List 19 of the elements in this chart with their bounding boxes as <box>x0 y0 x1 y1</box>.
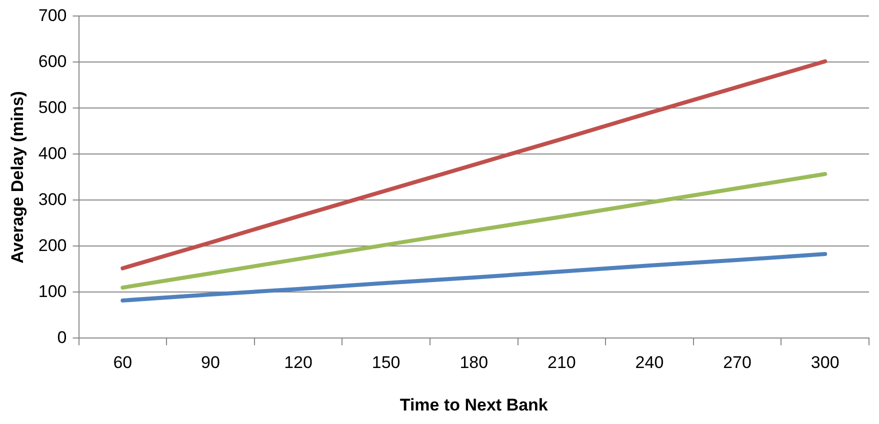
y-tick-label: 400 <box>38 144 67 163</box>
x-axis-title: Time to Next Bank <box>400 395 548 414</box>
x-tick-label: 60 <box>113 353 132 372</box>
y-tick-label: 200 <box>38 236 67 255</box>
x-tick-label: 270 <box>723 353 752 372</box>
x-tick-label: 120 <box>284 353 312 372</box>
y-tick-label: 300 <box>38 190 67 209</box>
y-tick-label: 700 <box>38 6 67 25</box>
x-tick-label: 240 <box>635 353 664 372</box>
x-tick-label: 210 <box>548 353 576 372</box>
x-tick-label: 300 <box>810 353 840 372</box>
y-tick-label: 600 <box>38 52 67 71</box>
x-tick-label: 150 <box>372 353 400 372</box>
x-tick-label: 180 <box>460 353 488 372</box>
y-tick-label: 500 <box>38 98 67 117</box>
y-tick-label: 0 <box>57 328 67 347</box>
y-axis-title: Average Delay (mins) <box>8 91 27 264</box>
x-tick-label: 90 <box>201 353 220 372</box>
y-tick-label: 100 <box>38 282 67 301</box>
